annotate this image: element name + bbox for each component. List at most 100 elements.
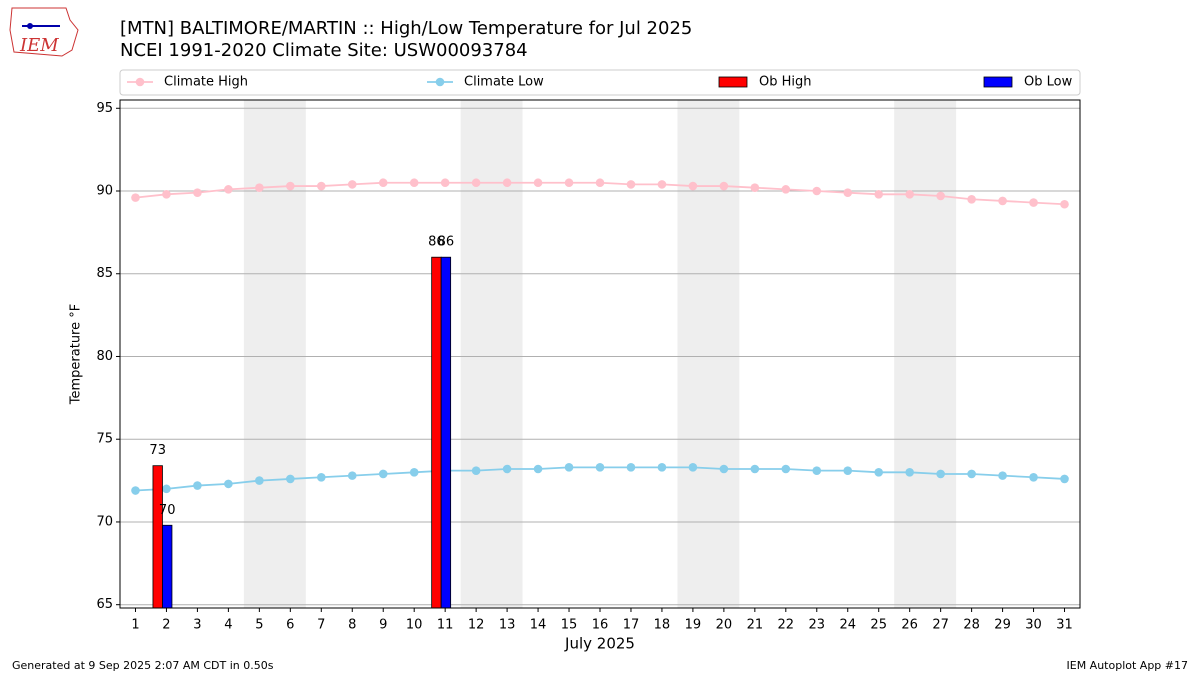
x-tick-label: 1 xyxy=(131,618,139,633)
x-tick-label: 22 xyxy=(778,618,795,633)
chart-title: [MTN] BALTIMORE/MARTIN :: High/Low Tempe… xyxy=(120,18,692,39)
marker xyxy=(688,181,698,191)
marker xyxy=(1029,472,1038,482)
marker xyxy=(812,466,822,475)
marker xyxy=(162,190,171,199)
bar xyxy=(152,465,163,609)
footer-left: Generated at 9 Sep 2025 2:07 AM CDT in 0… xyxy=(12,659,274,672)
marker xyxy=(347,471,357,480)
marker xyxy=(255,476,264,485)
x-tick-label: 5 xyxy=(255,618,263,633)
marker xyxy=(688,463,698,472)
x-tick-label: 2 xyxy=(162,618,170,633)
marker xyxy=(781,185,791,194)
marker xyxy=(998,196,1007,206)
x-tick-label: 17 xyxy=(623,618,640,633)
x-tick-label: 28 xyxy=(963,618,980,633)
marker xyxy=(750,464,760,474)
logo: IEM xyxy=(9,7,79,57)
legend-label: Ob Low xyxy=(1024,75,1073,90)
marker xyxy=(286,474,295,484)
marker xyxy=(131,486,140,495)
legend-label: Ob High xyxy=(759,75,812,90)
marker xyxy=(440,178,450,188)
marker xyxy=(378,469,388,479)
marker xyxy=(905,468,914,477)
marker xyxy=(936,191,945,201)
weekend-band xyxy=(460,100,523,608)
marker xyxy=(595,463,605,472)
marker xyxy=(626,463,636,472)
x-tick-label: 20 xyxy=(716,618,733,633)
x-tick-label: 19 xyxy=(685,618,702,633)
weekend-band xyxy=(677,100,740,608)
marker xyxy=(1029,198,1038,207)
marker xyxy=(781,464,791,474)
x-tick-label: 9 xyxy=(379,618,387,633)
x-tick-label: 29 xyxy=(994,618,1011,633)
marker xyxy=(843,188,853,197)
bar-label: 70 xyxy=(159,503,176,518)
x-tick-label: 25 xyxy=(870,618,887,633)
marker xyxy=(409,178,419,188)
legend-marker xyxy=(435,77,445,87)
marker xyxy=(193,481,202,490)
x-tick-label: 31 xyxy=(1056,618,1073,633)
marker xyxy=(409,468,419,477)
marker xyxy=(750,183,760,193)
marker xyxy=(626,180,636,189)
x-tick-label: 11 xyxy=(437,618,454,633)
marker xyxy=(967,194,976,204)
x-tick-label: 16 xyxy=(592,618,609,633)
x-tick-label: 4 xyxy=(224,618,232,633)
x-tick-label: 13 xyxy=(499,618,516,633)
x-tick-label: 14 xyxy=(530,618,547,633)
x-axis-label: July 2025 xyxy=(564,635,635,653)
x-tick-label: 23 xyxy=(809,618,826,633)
marker xyxy=(224,479,233,489)
bar-label: 86 xyxy=(428,235,445,250)
x-tick-label: 24 xyxy=(839,618,856,633)
marker xyxy=(967,469,976,479)
marker xyxy=(193,188,202,197)
marker xyxy=(998,471,1007,480)
marker xyxy=(564,178,574,188)
x-tick-label: 7 xyxy=(317,618,325,633)
marker xyxy=(347,180,357,189)
marker xyxy=(255,183,264,193)
marker xyxy=(719,181,729,191)
marker xyxy=(657,180,667,189)
footer-right: IEM Autoplot App #17 xyxy=(1067,659,1189,672)
weekend-band xyxy=(243,100,306,608)
marker xyxy=(595,178,605,188)
marker xyxy=(533,178,543,188)
legend-swatch xyxy=(983,76,1013,88)
marker xyxy=(874,190,884,199)
plot-frame xyxy=(119,99,1081,609)
marker xyxy=(533,464,543,474)
bar-label: 86 xyxy=(438,235,455,250)
legend-label: Climate High xyxy=(164,75,248,90)
x-tick-label: 27 xyxy=(932,618,949,633)
marker xyxy=(936,469,945,479)
marker xyxy=(378,178,388,188)
bar-label: 73 xyxy=(149,443,166,458)
marker xyxy=(162,484,171,494)
marker xyxy=(502,464,512,474)
y-tick-label: 80 xyxy=(96,349,113,364)
y-tick-label: 75 xyxy=(96,432,113,447)
legend-marker xyxy=(135,77,145,87)
weekend-band xyxy=(894,100,957,608)
x-tick-label: 8 xyxy=(348,618,356,633)
x-tick-label: 6 xyxy=(286,618,294,633)
y-tick-label: 70 xyxy=(96,514,113,529)
marker xyxy=(657,463,667,472)
y-tick-label: 85 xyxy=(96,266,113,281)
y-tick-label: 90 xyxy=(96,184,113,199)
x-tick-label: 10 xyxy=(406,618,423,633)
marker xyxy=(719,464,729,474)
x-tick-label: 21 xyxy=(747,618,764,633)
y-axis-label: Temperature °F xyxy=(69,304,84,405)
logo-text: IEM xyxy=(19,35,59,56)
